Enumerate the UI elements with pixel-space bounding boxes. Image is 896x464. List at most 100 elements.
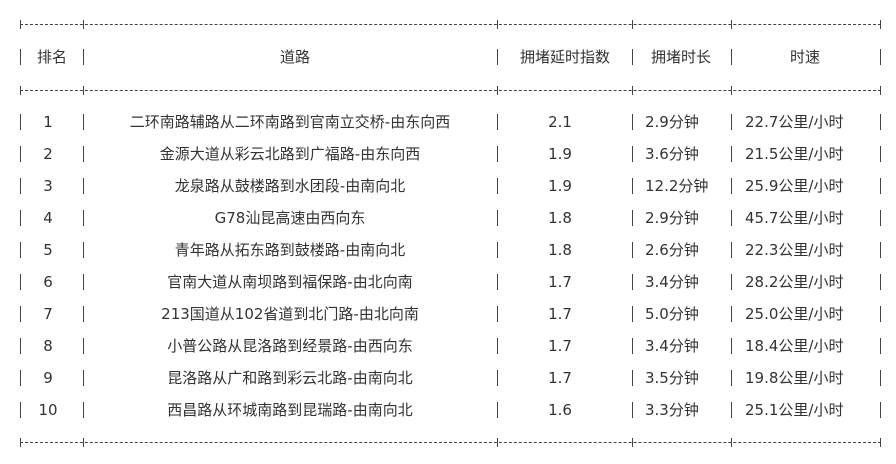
column-separator [731, 402, 732, 418]
column-separator [632, 49, 633, 65]
delay-index-cell: 1.7 [548, 305, 572, 323]
column-separator [497, 370, 498, 386]
column-separator [731, 178, 732, 194]
rank-cell: 8 [43, 337, 53, 355]
duration-cell: 2.9分钟 [645, 113, 699, 131]
column-separator [20, 178, 21, 194]
column-separator [632, 242, 633, 258]
column-separator [632, 338, 633, 354]
border-junction [16, 20, 25, 29]
border-junction [493, 20, 502, 29]
column-separator [880, 49, 881, 65]
column-separator [731, 306, 732, 322]
border-junction [493, 86, 502, 95]
duration-cell: 3.4分钟 [645, 273, 699, 291]
duration-cell: 2.6分钟 [645, 241, 699, 259]
speed-cell: 22.3公里/小时 [745, 241, 844, 259]
column-separator [20, 338, 21, 354]
delay-index-cell: 1.7 [548, 369, 572, 387]
column-separator [497, 274, 498, 290]
column-separator [83, 114, 84, 130]
column-separator [880, 146, 881, 162]
delay-index-cell: 1.7 [548, 273, 572, 291]
speed-cell: 28.2公里/小时 [745, 273, 844, 291]
column-separator [497, 114, 498, 130]
speed-cell: 22.7公里/小时 [745, 113, 844, 131]
rank-cell: 4 [43, 209, 53, 227]
road-cell: 二环南路辅路从二环南路到官南立交桥-由东向西 [129, 113, 451, 131]
column-header: 时速 [789, 48, 821, 66]
border-junction [79, 438, 88, 447]
column-separator [731, 114, 732, 130]
rank-cell: 9 [43, 369, 53, 387]
speed-cell: 21.5公里/小时 [745, 145, 844, 163]
column-separator [632, 274, 633, 290]
column-separator [497, 402, 498, 418]
column-separator [20, 306, 21, 322]
column-header: 拥堵延时指数 [519, 48, 611, 66]
border-junction [16, 86, 25, 95]
column-separator [83, 178, 84, 194]
border-junction [16, 438, 25, 447]
road-cell: 小普公路从昆洛路到经景路-由西向东 [167, 337, 413, 355]
road-cell: 龙泉路从鼓楼路到水团段-由南向北 [174, 177, 406, 195]
road-cell: 西昌路从环城南路到昆瑞路-由南向北 [167, 401, 413, 419]
column-separator [20, 49, 21, 65]
delay-index-cell: 1.8 [548, 241, 572, 259]
border-junction [493, 438, 502, 447]
delay-index-cell: 1.7 [548, 337, 572, 355]
column-separator [497, 210, 498, 226]
column-separator [731, 146, 732, 162]
column-separator [83, 146, 84, 162]
column-header: 排名 [36, 48, 68, 66]
column-separator [880, 210, 881, 226]
delay-index-cell: 1.9 [548, 177, 572, 195]
column-separator [20, 114, 21, 130]
border-junction [727, 86, 736, 95]
column-separator [731, 370, 732, 386]
column-separator [497, 306, 498, 322]
column-separator [632, 146, 633, 162]
duration-cell: 12.2分钟 [645, 177, 709, 195]
column-separator [83, 338, 84, 354]
table-border [20, 24, 881, 25]
duration-cell: 3.5分钟 [645, 369, 699, 387]
border-junction [628, 86, 637, 95]
column-separator [880, 114, 881, 130]
column-separator [20, 370, 21, 386]
road-cell: 官南大道从南坝路到福保路-由北向南 [167, 273, 413, 291]
column-separator [880, 242, 881, 258]
column-separator [20, 146, 21, 162]
column-separator [632, 370, 633, 386]
column-separator [83, 274, 84, 290]
column-separator [880, 306, 881, 322]
rank-cell: 2 [43, 145, 53, 163]
column-separator [880, 370, 881, 386]
border-junction [876, 20, 885, 29]
column-separator [731, 242, 732, 258]
speed-cell: 45.7公里/小时 [745, 209, 844, 227]
rank-cell: 10 [38, 401, 58, 419]
road-cell: 青年路从拓东路到鼓楼路-由南向北 [174, 241, 406, 259]
column-separator [497, 49, 498, 65]
column-separator [20, 274, 21, 290]
road-cell: 昆洛路从广和路到彩云北路-由南向北 [167, 369, 413, 387]
rank-cell: 3 [43, 177, 53, 195]
column-separator [880, 178, 881, 194]
rank-cell: 6 [43, 273, 53, 291]
border-junction [79, 86, 88, 95]
column-separator [20, 242, 21, 258]
column-separator [83, 306, 84, 322]
column-separator [497, 242, 498, 258]
speed-cell: 18.4公里/小时 [745, 337, 844, 355]
speed-cell: 25.9公里/小时 [745, 177, 844, 195]
rank-cell: 1 [43, 113, 53, 131]
column-separator [731, 274, 732, 290]
column-separator [20, 402, 21, 418]
column-separator [497, 178, 498, 194]
road-cell: G78汕昆高速由西向东 [214, 209, 366, 227]
duration-cell: 3.3分钟 [645, 401, 699, 419]
column-separator [632, 402, 633, 418]
column-separator [880, 274, 881, 290]
speed-cell: 19.8公里/小时 [745, 369, 844, 387]
